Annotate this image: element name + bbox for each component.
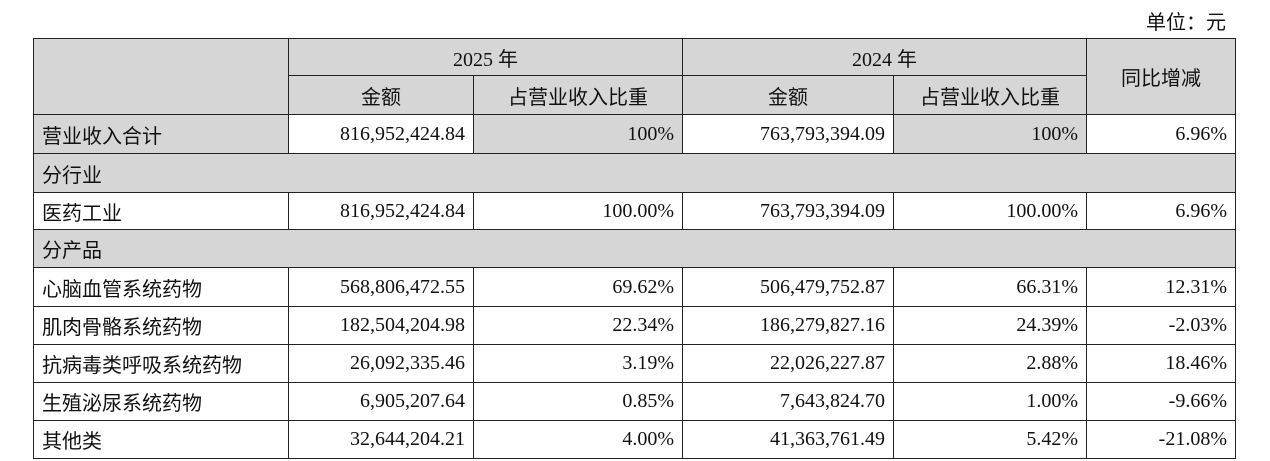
header-amount-2025: 金额 — [288, 75, 474, 115]
table-row: 心脑血管系统药物 568,806,472.55 69.62% 506,479,7… — [33, 267, 1236, 307]
unit-label: 单位：元 — [1146, 12, 1226, 34]
header-2024: 2024 年 — [682, 38, 1087, 76]
ratio-2025: 4.00% — [473, 420, 683, 459]
header-row: 2025 年 2024 年 同比增减 — [33, 38, 1236, 115]
table-row: 生殖泌尿系统药物 6,905,207.64 0.85% 7,643,824.70… — [33, 382, 1236, 421]
yoy-change: -21.08% — [1086, 420, 1236, 459]
header-amount-2024: 金额 — [682, 75, 894, 115]
amount-2024: 763,793,394.09 — [682, 114, 894, 154]
section-label: 分产品 — [33, 229, 1236, 268]
ratio-2025: 3.19% — [473, 344, 683, 383]
ratio-2024: 5.42% — [893, 420, 1087, 459]
amount-2024: 22,026,227.87 — [682, 344, 894, 383]
ratio-2024: 2.88% — [893, 344, 1087, 383]
yoy-change: 6.96% — [1086, 114, 1236, 154]
amount-2025: 816,952,424.84 — [288, 192, 474, 230]
ratio-2024: 66.31% — [893, 267, 1087, 307]
row-label: 生殖泌尿系统药物 — [33, 382, 289, 421]
yoy-change: 6.96% — [1086, 192, 1236, 230]
amount-2025: 568,806,472.55 — [288, 267, 474, 307]
table-row: 抗病毒类呼吸系统药物 26,092,335.46 3.19% 22,026,22… — [33, 344, 1236, 383]
row-label: 肌肉骨骼系统药物 — [33, 306, 289, 345]
ratio-2024: 24.39% — [893, 306, 1087, 345]
header-ratio-2024: 占营业收入比重 — [893, 75, 1087, 115]
row-label: 心脑血管系统药物 — [33, 267, 289, 307]
row-label: 抗病毒类呼吸系统药物 — [33, 344, 289, 383]
ratio-2024: 100.00% — [893, 192, 1087, 230]
section-row-industry: 分行业 — [33, 153, 1236, 193]
ratio-2024: 1.00% — [893, 382, 1087, 421]
header-ratio-2025: 占营业收入比重 — [473, 75, 683, 115]
row-label: 营业收入合计 — [33, 114, 289, 154]
ratio-2024: 100% — [893, 114, 1087, 154]
section-row-product: 分产品 — [33, 229, 1236, 268]
amount-2024: 763,793,394.09 — [682, 192, 894, 230]
amount-2025: 816,952,424.84 — [288, 114, 474, 154]
header-blank — [33, 38, 289, 115]
ratio-2025: 22.34% — [473, 306, 683, 345]
yoy-change: -9.66% — [1086, 382, 1236, 421]
table-row: 肌肉骨骼系统药物 182,504,204.98 22.34% 186,279,8… — [33, 306, 1236, 345]
row-label: 医药工业 — [33, 192, 289, 230]
ratio-2025: 0.85% — [473, 382, 683, 421]
revenue-table: 2025 年 2024 年 同比增减 金额 占营业收入比重 金额 占营业收入比重… — [33, 38, 1236, 459]
amount-2025: 32,644,204.21 — [288, 420, 474, 459]
table-row: 医药工业 816,952,424.84 100.00% 763,793,394.… — [33, 192, 1236, 230]
subheader-row: 金额 占营业收入比重 金额 占营业收入比重 — [34, 75, 1236, 115]
amount-2024: 186,279,827.16 — [682, 306, 894, 345]
amount-2025: 6,905,207.64 — [288, 382, 474, 421]
total-row: 营业收入合计 816,952,424.84 100% 763,793,394.0… — [33, 114, 1236, 154]
header-2025: 2025 年 — [288, 38, 683, 76]
section-label: 分行业 — [33, 153, 1236, 193]
table-row: 其他类 32,644,204.21 4.00% 41,363,761.49 5.… — [33, 420, 1236, 459]
amount-2024: 506,479,752.87 — [682, 267, 894, 307]
row-label: 其他类 — [33, 420, 289, 459]
amount-2025: 26,092,335.46 — [288, 344, 474, 383]
ratio-2025: 100.00% — [473, 192, 683, 230]
header-yoy: 同比增减 — [1086, 38, 1236, 115]
amount-2024: 41,363,761.49 — [682, 420, 894, 459]
yoy-change: 18.46% — [1086, 344, 1236, 383]
yoy-change: 12.31% — [1086, 267, 1236, 307]
ratio-2025: 100% — [473, 114, 683, 154]
yoy-change: -2.03% — [1086, 306, 1236, 345]
amount-2025: 182,504,204.98 — [288, 306, 474, 345]
ratio-2025: 69.62% — [473, 267, 683, 307]
amount-2024: 7,643,824.70 — [682, 382, 894, 421]
